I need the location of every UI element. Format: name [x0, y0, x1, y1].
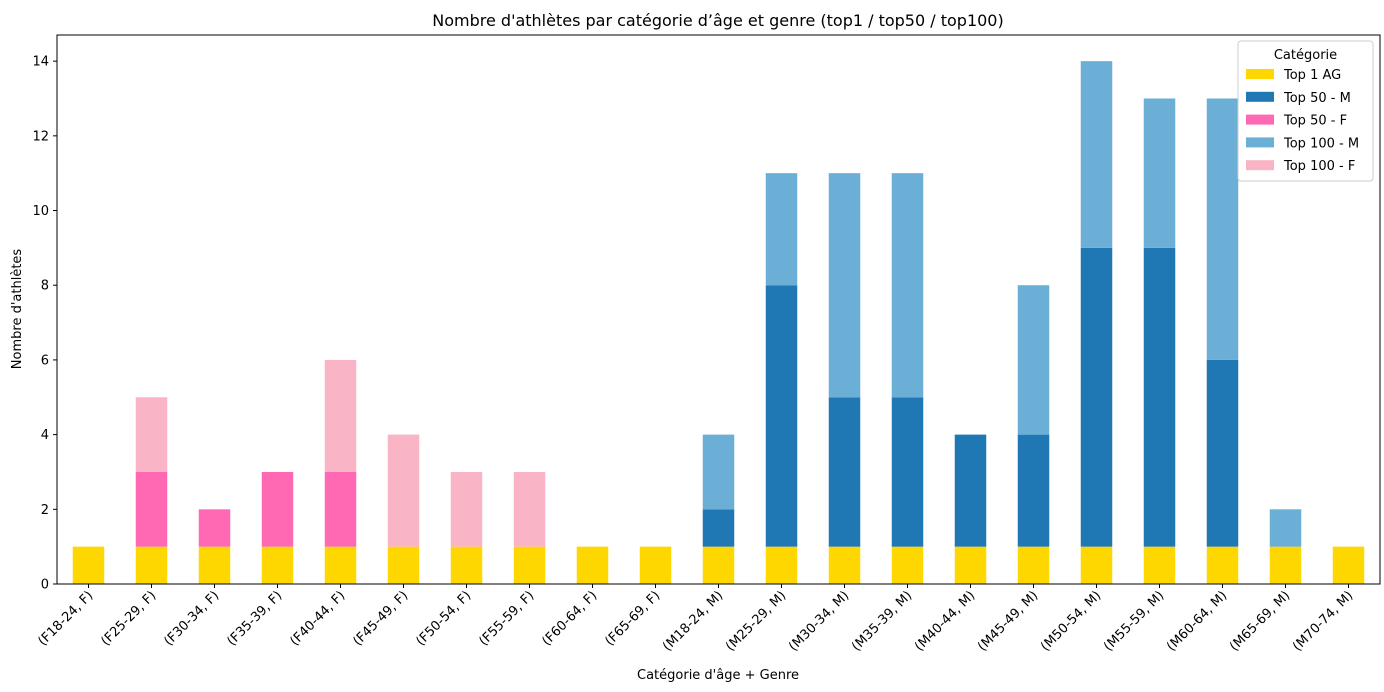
x-tick-label: (M60-64, M)	[1164, 588, 1230, 654]
bar-segment	[1206, 98, 1239, 360]
x-axis: (F18-24, F) (F25-29, F) (F30-34, F) (F35-39…	[35, 584, 1356, 654]
bar-segment	[1143, 98, 1176, 248]
bar-segment	[1017, 285, 1050, 435]
bar-segment	[198, 546, 231, 584]
bar-segment	[513, 546, 546, 584]
bar-segment	[135, 397, 168, 472]
plot-area	[56, 34, 1381, 585]
bar-segment	[702, 434, 735, 510]
legend-label: Top 100 - F	[1283, 159, 1355, 174]
bar-segment	[954, 434, 987, 547]
x-tick-label: (F60-64, F)	[539, 588, 600, 649]
x-tick-label: (M40-44, M)	[912, 588, 978, 654]
legend-swatch	[1246, 69, 1274, 79]
x-tick-label: (M18-24, M)	[660, 588, 726, 654]
bar-segment	[324, 546, 357, 584]
bar-segment	[72, 546, 105, 584]
bar-segment	[1332, 546, 1365, 584]
bar-segment	[1206, 546, 1239, 584]
bar-segment	[1269, 509, 1302, 547]
chart-title: Nombre d'athlètes par catégorie d’âge et…	[432, 11, 1003, 30]
bar-segment	[198, 509, 231, 547]
x-tick-label: (M50-54, M)	[1038, 588, 1104, 654]
x-tick-label: (F40-44, F)	[287, 588, 348, 649]
y-tick-label: 8	[41, 279, 49, 294]
bar-segment	[1143, 546, 1176, 584]
bar-segment	[891, 397, 924, 547]
bar-segment	[1080, 247, 1113, 547]
bar-segment	[135, 546, 168, 584]
x-tick-label: (F65-69, F)	[602, 588, 663, 649]
y-tick-label: 6	[41, 353, 49, 368]
bar-segment	[1269, 546, 1302, 584]
x-tick-label: (M25-29, M)	[723, 588, 789, 654]
x-axis-title: Catégorie d'âge + Genre	[637, 668, 799, 683]
legend-title: Catégorie	[1274, 48, 1337, 63]
x-tick-label: (F55-59, F)	[476, 588, 537, 649]
bar-segment	[513, 471, 546, 547]
x-tick-label: (F25-29, F)	[98, 588, 159, 649]
bar-segment	[387, 434, 420, 547]
x-tick-label: (M55-59, M)	[1101, 588, 1167, 654]
bar-segment	[702, 509, 735, 547]
bar-segment	[450, 546, 483, 584]
x-tick-label: (M45-49, M)	[975, 588, 1041, 654]
legend: Catégorie Top 1 AG Top 50 - M Top 50 - F Top…	[1237, 40, 1374, 182]
bar-segment	[765, 546, 798, 584]
legend-label: Top 100 - M	[1283, 136, 1359, 151]
x-tick-label: (M35-39, M)	[849, 588, 915, 654]
x-tick-label: (M30-34, M)	[786, 588, 852, 654]
bar-segment	[261, 546, 294, 584]
x-tick-label: (F30-34, F)	[161, 588, 222, 649]
x-tick-label: (F50-54, F)	[413, 588, 474, 649]
bar-segment	[1206, 359, 1239, 547]
bar-segment	[324, 359, 357, 472]
x-tick-label: (F45-49, F)	[350, 588, 411, 649]
bar-segment	[1017, 546, 1050, 584]
bar-segment	[1017, 434, 1050, 547]
y-axis: 0 2 4 6 8 10 12 14	[32, 55, 57, 593]
x-tick-label: (M70-74, M)	[1290, 588, 1356, 654]
bar-segment	[765, 285, 798, 547]
legend-label: Top 50 - F	[1283, 114, 1347, 129]
bar-segment	[450, 471, 483, 547]
y-tick-label: 10	[32, 204, 49, 219]
y-tick-label: 2	[41, 503, 49, 518]
y-tick-label: 12	[32, 129, 49, 144]
bar-segment	[828, 546, 861, 584]
legend-label: Top 50 - M	[1283, 91, 1351, 106]
bar-segment	[261, 471, 294, 547]
bar-segment	[639, 546, 672, 584]
legend-label: Top 1 AG	[1283, 68, 1341, 83]
y-tick-label: 14	[32, 55, 49, 70]
bar-segment	[702, 546, 735, 584]
y-tick-label: 4	[41, 428, 49, 443]
bar-segment	[1080, 61, 1113, 248]
bar-segment	[576, 546, 609, 584]
x-tick-label: (F35-39, F)	[224, 588, 285, 649]
bar-segment	[387, 546, 420, 584]
legend-swatch	[1246, 91, 1274, 102]
y-tick-label: 0	[41, 578, 49, 593]
bar-segment	[1080, 546, 1113, 584]
y-axis-title: Nombre d'athlètes	[10, 249, 25, 370]
bar-segment	[135, 471, 168, 547]
bar-segment	[828, 173, 861, 398]
bar-segment	[1143, 247, 1176, 547]
x-tick-label: (F18-24, F)	[35, 588, 96, 649]
legend-swatch	[1246, 114, 1274, 125]
bar-segment	[324, 471, 357, 547]
bar-segment	[828, 397, 861, 547]
bar-segment	[891, 173, 924, 398]
bar-segment	[765, 173, 798, 286]
bar-segment	[891, 546, 924, 584]
x-tick-label: (M65-69, M)	[1227, 588, 1293, 654]
legend-swatch	[1246, 137, 1274, 148]
bar-segment	[954, 546, 987, 584]
legend-swatch	[1246, 160, 1274, 171]
